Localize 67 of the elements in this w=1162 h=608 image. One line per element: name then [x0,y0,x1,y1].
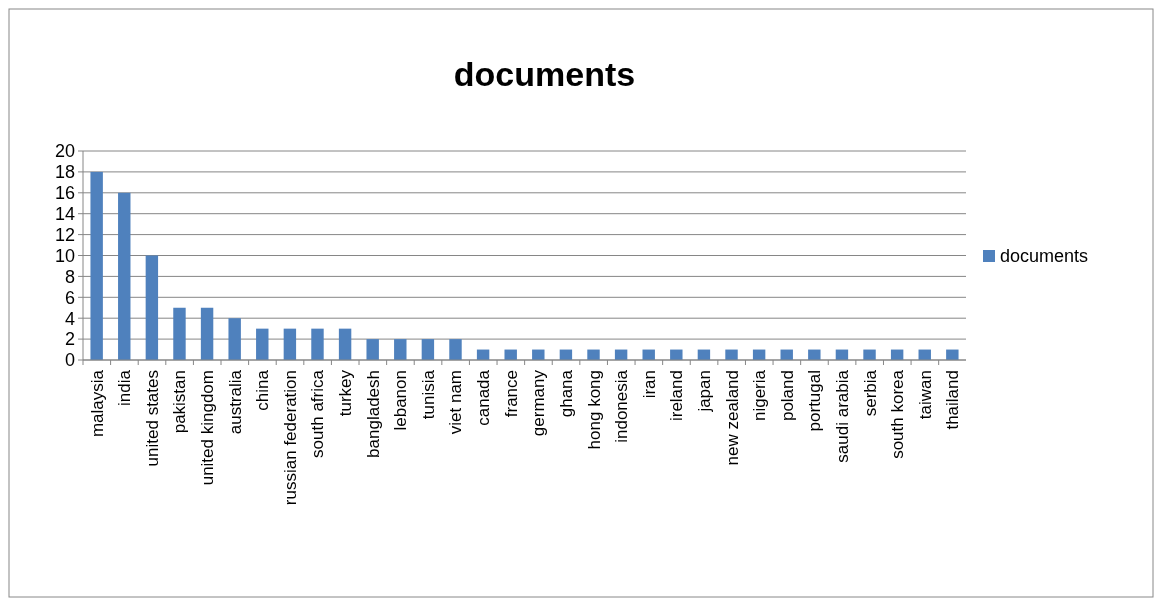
bar [90,171,103,360]
bar [118,192,131,360]
chart-title: documents [453,55,636,93]
x-tick-label: nigeria [750,369,770,422]
x-tick-label: france [501,370,521,418]
bar [587,349,600,360]
bar [200,307,214,360]
y-tick-label: 0 [64,350,75,371]
x-tick-label: japan [694,370,714,413]
bar [366,339,379,360]
bar [449,339,462,360]
x-tick-label: india [115,369,135,406]
x-tick-label: taiwan [915,370,935,420]
bar [946,349,959,360]
x-tick-label: new zealand [722,370,742,466]
x-tick-label: saudi arabia [832,369,852,463]
x-tick-label: bangladesh [363,370,383,458]
bar [283,328,297,360]
bar [145,255,159,360]
x-tick-label: iran [639,370,659,399]
y-tick-label: 12 [54,224,75,245]
bar [421,339,435,360]
y-tick-label: 8 [64,266,75,287]
bar [863,349,876,360]
bar [338,328,352,360]
x-tick-label: turkey [336,369,356,417]
x-tick-label: thailand [943,370,963,430]
x-tick-label: poland [777,370,797,422]
bar [173,307,186,360]
x-tick-label: australia [225,369,245,435]
y-tick-label: 14 [54,204,75,224]
x-tick-label: united states [142,370,162,467]
y-tick-label: 20 [54,141,75,162]
bar [256,328,269,360]
bar [228,318,241,360]
bar [532,349,545,360]
bar [670,349,683,360]
x-tick-label: south korea [888,369,908,459]
x-tick-label: ireland [667,370,687,422]
x-tick-label: united kingdom [198,370,218,486]
x-tick-label: south africa [308,369,328,458]
y-tick-label: 10 [54,245,75,266]
y-tick-label: 6 [64,287,75,308]
x-tick-label: hong kong [584,370,604,450]
x-tick-label: canada [474,369,494,426]
y-tick-label: 16 [54,183,75,204]
bar [394,339,407,360]
x-tick-label: portugal [805,370,825,432]
bar [808,349,821,360]
bar [311,328,324,360]
x-tick-label: serbia [860,369,880,417]
bar [725,349,738,360]
x-tick-label: russian federation [280,370,300,506]
x-tick-label: lebanon [391,370,411,431]
y-tick-label: 2 [64,329,75,350]
x-tick-label: china [253,369,273,411]
x-tick-label: ghana [556,369,576,418]
x-tick-label: viet nam [446,370,466,435]
x-tick-label: malaysia [87,369,107,438]
legend-label: documents [1000,246,1089,267]
y-tick-label: 18 [54,162,75,183]
bar [504,349,517,360]
x-tick-label: tunisia [418,369,438,420]
y-tick-label: 4 [64,308,75,329]
x-tick-label: indonesia [612,369,632,443]
x-tick-label: pakistan [170,370,190,434]
x-tick-label: germany [529,369,549,437]
